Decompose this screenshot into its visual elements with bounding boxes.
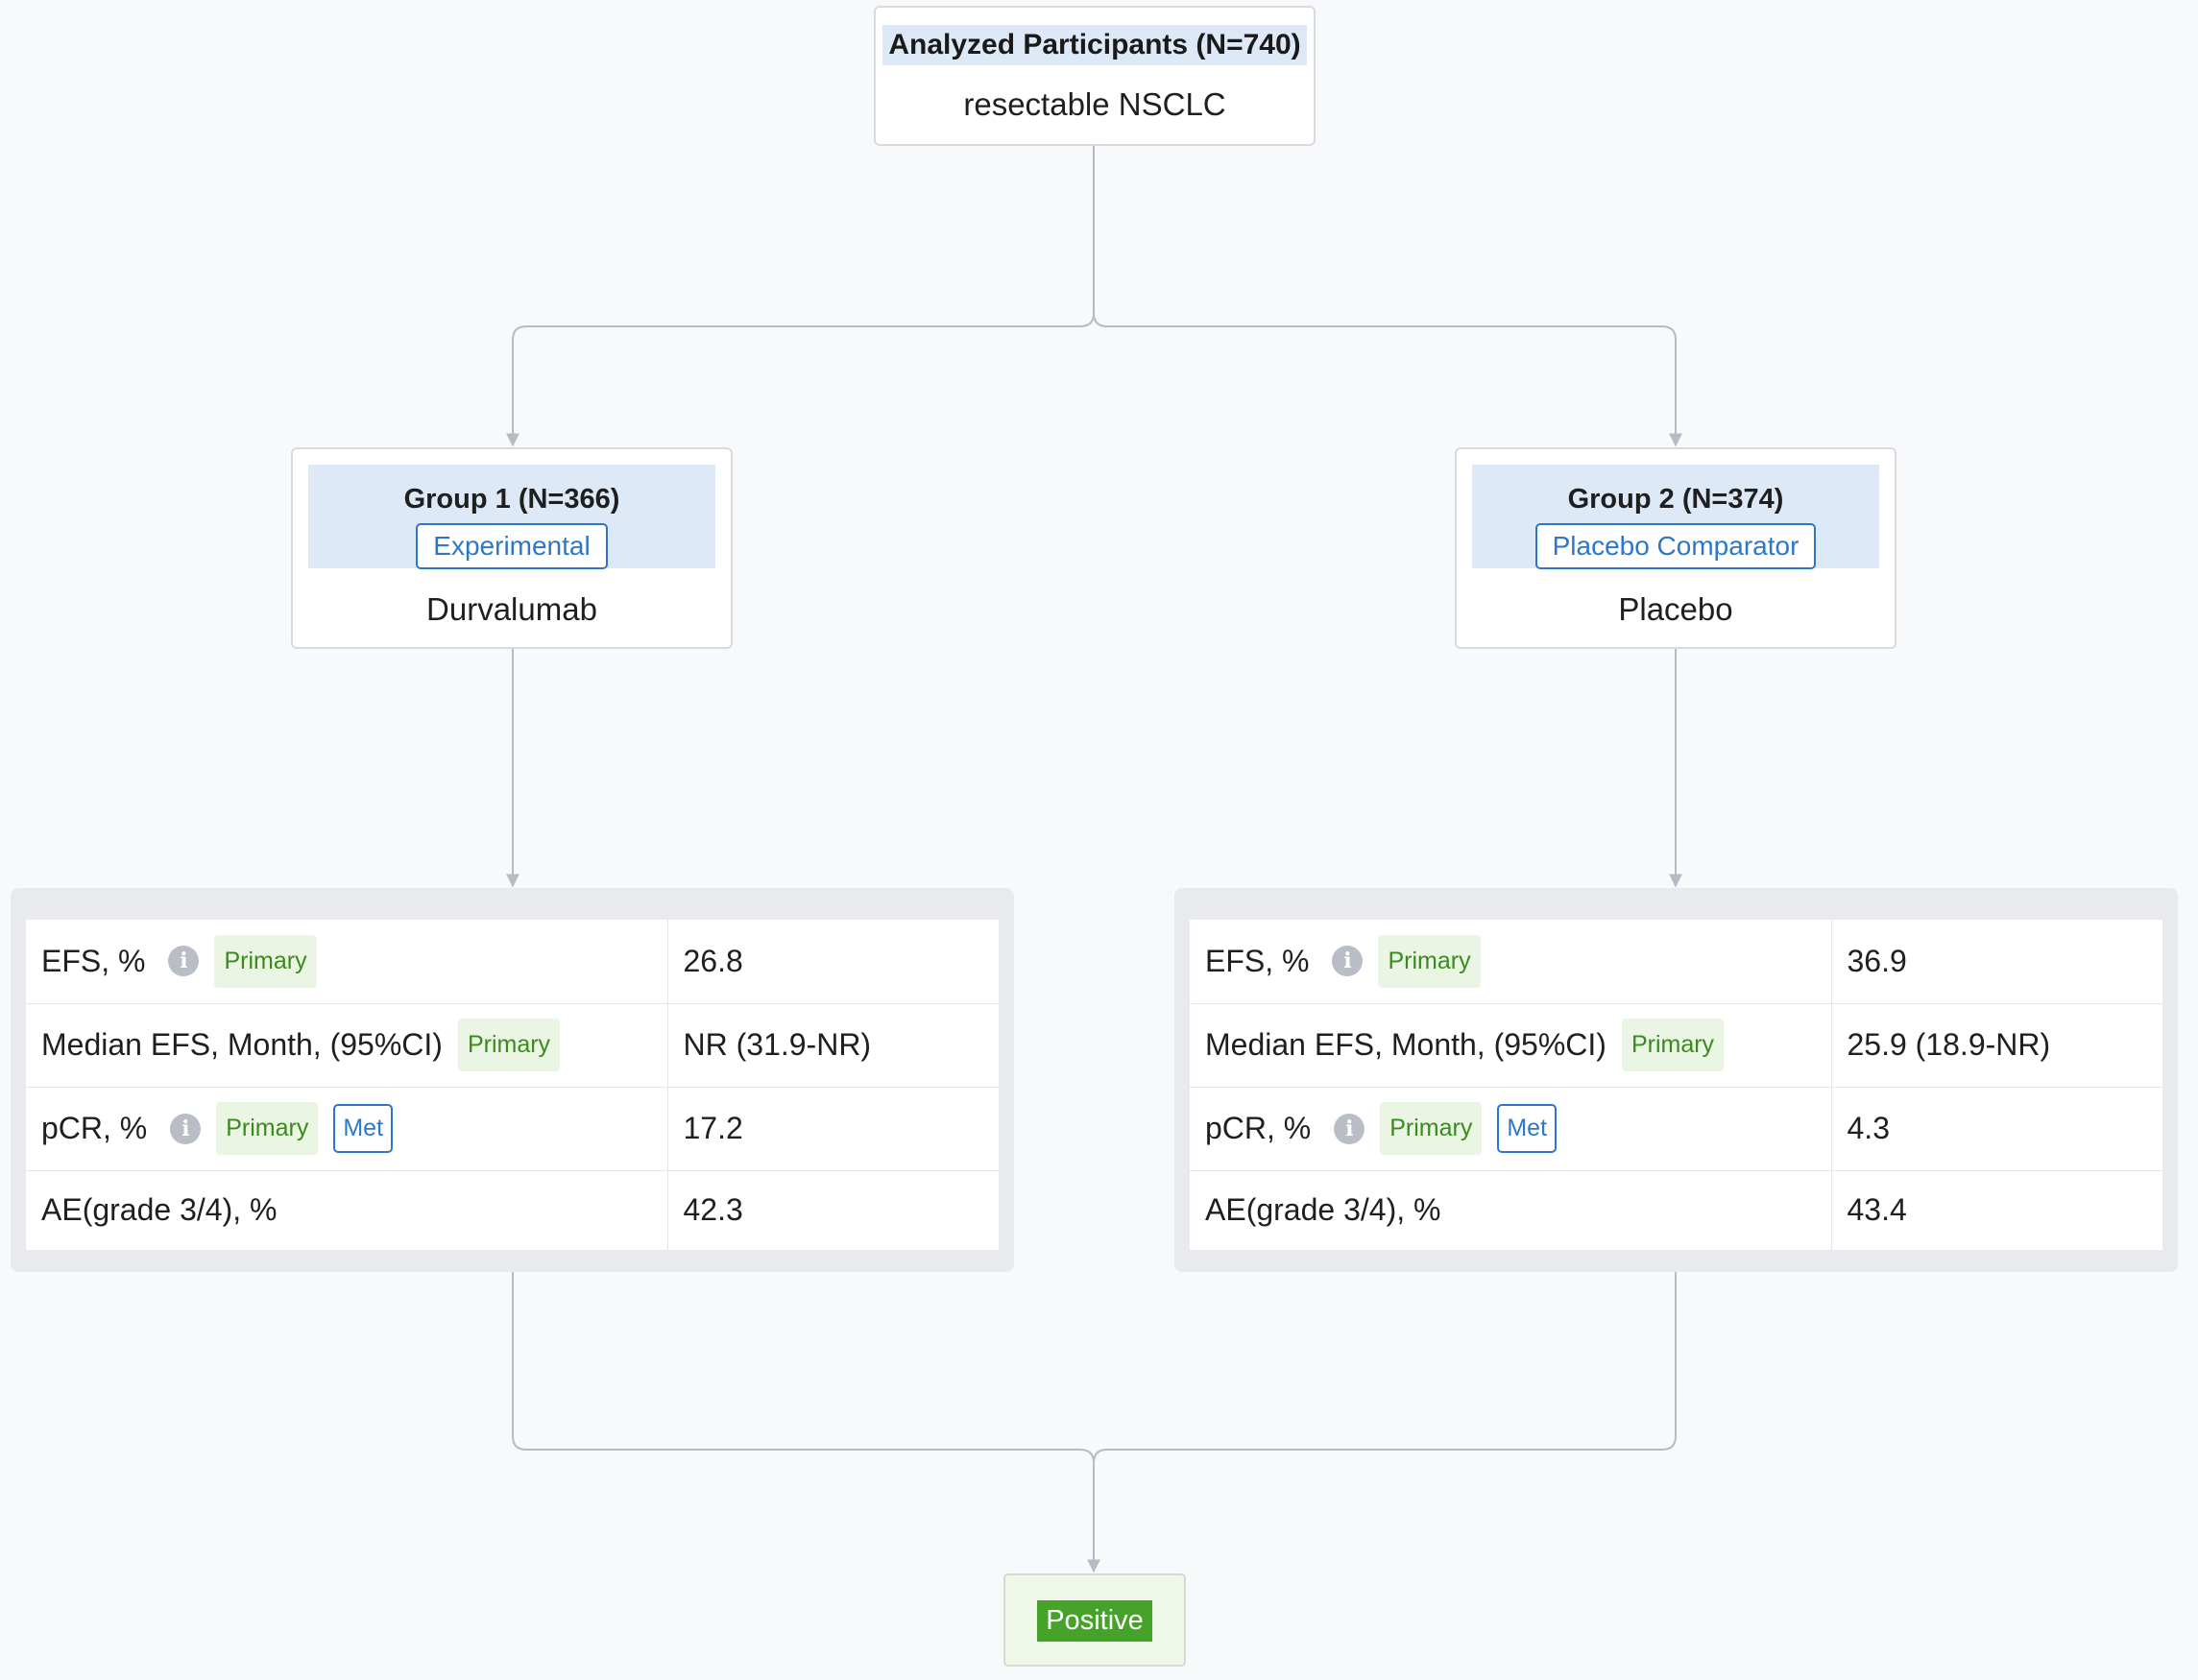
analyzed-participants-title: Analyzed Participants (N=740) bbox=[882, 25, 1306, 65]
outcome-row: pCR, % i Primary Met 17.2 bbox=[26, 1087, 999, 1170]
info-icon[interactable]: i bbox=[168, 946, 199, 976]
trial-result-card: Positive bbox=[1003, 1573, 1186, 1667]
outcome-value: 4.3 bbox=[1831, 1087, 2162, 1170]
analyzed-participants-card: Analyzed Participants (N=740) resectable… bbox=[874, 6, 1316, 146]
outcome-value: 42.3 bbox=[667, 1170, 999, 1250]
outcome-value: 36.9 bbox=[1831, 920, 2162, 1003]
outcome-metric-label: pCR, % bbox=[1205, 1111, 1311, 1146]
group-1-header: Group 1 (N=366) Experimental bbox=[308, 465, 715, 568]
outcome-metric-label: EFS, % bbox=[41, 944, 145, 979]
primary-badge: Primary bbox=[1380, 1102, 1482, 1155]
outcome-metric-label: pCR, % bbox=[41, 1111, 147, 1146]
group-2-title: Group 2 (N=374) bbox=[1472, 465, 1879, 516]
outcome-metric-label: Median EFS, Month, (95%CI) bbox=[1205, 1027, 1606, 1063]
outcome-value: 17.2 bbox=[667, 1087, 999, 1170]
outcome-metric-label: Median EFS, Month, (95%CI) bbox=[41, 1027, 443, 1063]
outcome-row: pCR, % i Primary Met 4.3 bbox=[1190, 1087, 2162, 1170]
group-2-header: Group 2 (N=374) Placebo Comparator bbox=[1472, 465, 1879, 568]
outcome-row: Median EFS, Month, (95%CI) Primary NR (3… bbox=[26, 1003, 999, 1087]
population-label: resectable NSCLC bbox=[876, 86, 1314, 123]
outcome-metric-label: AE(grade 3/4), % bbox=[41, 1192, 277, 1228]
primary-badge: Primary bbox=[1622, 1019, 1724, 1071]
info-icon[interactable]: i bbox=[170, 1114, 201, 1144]
group-1-outcomes-panel: EFS, % i Primary 26.8 Median EFS, Month,… bbox=[11, 888, 1014, 1272]
primary-badge: Primary bbox=[214, 935, 316, 988]
group-1-intervention: Durvalumab bbox=[293, 591, 731, 628]
met-badge: Met bbox=[1497, 1104, 1557, 1153]
outcome-metric-label: AE(grade 3/4), % bbox=[1205, 1192, 1440, 1228]
outcome-value: 26.8 bbox=[667, 920, 999, 1003]
outcome-row: EFS, % i Primary 26.8 bbox=[26, 920, 999, 1003]
info-icon[interactable]: i bbox=[1334, 1114, 1365, 1144]
outcome-value: 25.9 (18.9-NR) bbox=[1831, 1003, 2162, 1087]
connector-root-to-group2 bbox=[1094, 146, 1676, 445]
group-2-card: Group 2 (N=374) Placebo Comparator Place… bbox=[1455, 447, 1896, 649]
connector-root-to-group1 bbox=[513, 146, 1094, 445]
met-badge: Met bbox=[333, 1104, 393, 1153]
group-1-title: Group 1 (N=366) bbox=[308, 465, 715, 516]
info-icon[interactable]: i bbox=[1332, 946, 1363, 976]
primary-badge: Primary bbox=[1378, 935, 1480, 988]
group-2-intervention: Placebo bbox=[1457, 591, 1895, 628]
outcome-row: Median EFS, Month, (95%CI) Primary 25.9 … bbox=[1190, 1003, 2162, 1087]
group-2-outcomes-panel: EFS, % i Primary 36.9 Median EFS, Month,… bbox=[1174, 888, 2178, 1272]
connector-outcomes1-to-result bbox=[513, 1272, 1094, 1572]
outcome-value: 43.4 bbox=[1831, 1170, 2162, 1250]
group-2-outcomes-table: EFS, % i Primary 36.9 Median EFS, Month,… bbox=[1190, 920, 2162, 1250]
group-1-arm-type-tag: Experimental bbox=[416, 523, 607, 569]
outcome-value: NR (31.9-NR) bbox=[667, 1003, 999, 1087]
primary-badge: Primary bbox=[216, 1102, 318, 1155]
group-1-card: Group 1 (N=366) Experimental Durvalumab bbox=[291, 447, 733, 649]
primary-badge: Primary bbox=[458, 1019, 560, 1071]
result-badge: Positive bbox=[1037, 1600, 1152, 1642]
outcome-row: AE(grade 3/4), % 43.4 bbox=[1190, 1170, 2162, 1250]
outcome-metric-label: EFS, % bbox=[1205, 944, 1309, 979]
connector-outcomes2-to-result bbox=[1094, 1272, 1676, 1463]
outcome-row: AE(grade 3/4), % 42.3 bbox=[26, 1170, 999, 1250]
outcome-row: EFS, % i Primary 36.9 bbox=[1190, 920, 2162, 1003]
group-1-outcomes-table: EFS, % i Primary 26.8 Median EFS, Month,… bbox=[26, 920, 999, 1250]
group-2-arm-type-tag: Placebo Comparator bbox=[1535, 523, 1817, 569]
